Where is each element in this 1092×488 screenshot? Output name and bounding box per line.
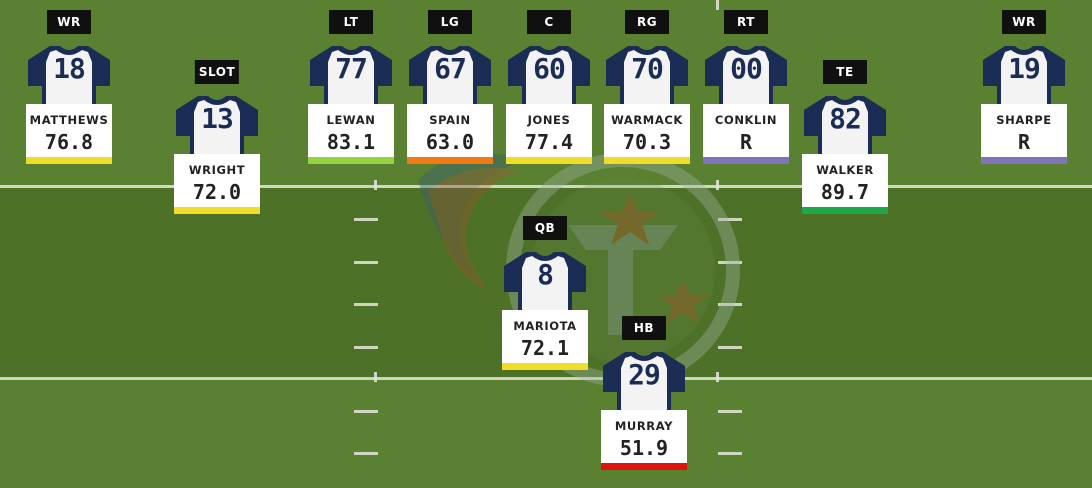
jersey-number: 29	[628, 358, 661, 391]
hash-mark	[354, 346, 378, 349]
player-name: MATTHEWS	[29, 113, 109, 127]
player-grade: 89.7	[820, 180, 870, 204]
jersey-icon: 00	[703, 42, 789, 104]
grade-bar	[26, 157, 112, 164]
player-grade: 63.0	[425, 130, 475, 154]
player-name: WALKER	[816, 163, 874, 177]
position-label: HB	[622, 316, 666, 340]
hash-mark	[718, 452, 742, 455]
hash-mark	[354, 410, 378, 413]
player-name: WRIGHT	[188, 163, 246, 177]
jersey-icon: 29	[601, 348, 687, 410]
jersey-number: 67	[434, 52, 467, 85]
grade-bar	[502, 363, 588, 370]
hash-mark	[718, 346, 742, 349]
player-card: JONES 77.4	[506, 104, 592, 164]
hash-mark	[354, 303, 378, 306]
hash-mark	[718, 410, 742, 413]
player-grade: 77.4	[524, 130, 574, 154]
player-card: WARMACK 70.3	[604, 104, 690, 164]
player-grade: R	[1017, 130, 1031, 154]
position-label: C	[527, 10, 571, 34]
player-grade: 70.3	[622, 130, 672, 154]
yard-line	[0, 185, 1092, 188]
player-name: MARIOTA	[513, 319, 577, 333]
player-card: WRIGHT 72.0	[174, 154, 260, 214]
jersey-icon: 13	[174, 92, 260, 154]
hash-mark	[354, 261, 378, 264]
grade-bar	[802, 207, 888, 214]
hash-mark	[718, 261, 742, 264]
player-card: SHARPE R	[981, 104, 1067, 164]
hash-mark	[354, 218, 378, 221]
hash-mark	[374, 180, 377, 190]
player-name: SPAIN	[429, 113, 471, 127]
position-label: RT	[724, 10, 768, 34]
grade-bar	[308, 157, 394, 164]
jersey-icon: 60	[506, 42, 592, 104]
player-card: LEWAN 83.1	[308, 104, 394, 164]
player-card: SPAIN 63.0	[407, 104, 493, 164]
grade-bar	[174, 207, 260, 214]
position-label: WR	[47, 10, 91, 34]
grade-bar	[601, 463, 687, 470]
jersey-number: 00	[730, 52, 763, 85]
jersey-icon: 77	[308, 42, 394, 104]
hash-mark	[716, 0, 719, 10]
jersey-number: 19	[1008, 52, 1041, 85]
player-grade: 72.1	[520, 336, 570, 360]
jersey-number: 13	[201, 102, 234, 135]
position-label: SLOT	[194, 60, 240, 84]
grade-bar	[604, 157, 690, 164]
jersey-icon: 67	[407, 42, 493, 104]
hash-mark	[716, 180, 719, 190]
player-name: WARMACK	[611, 113, 683, 127]
player-name: LEWAN	[326, 113, 376, 127]
player-card: MARIOTA 72.1	[502, 310, 588, 370]
hash-mark	[374, 372, 377, 382]
hash-mark	[718, 218, 742, 221]
player-grade: 72.0	[192, 180, 242, 204]
jersey-number: 18	[53, 52, 86, 85]
player-card: MATTHEWS 76.8	[26, 104, 112, 164]
position-label: WR	[1002, 10, 1046, 34]
player-card: WALKER 89.7	[802, 154, 888, 214]
jersey-number: 77	[335, 52, 368, 85]
hash-mark	[718, 303, 742, 306]
position-label: TE	[823, 60, 867, 84]
player-grade: R	[739, 130, 753, 154]
player-grade: 76.8	[44, 130, 94, 154]
field-stripe	[0, 379, 1092, 488]
grade-bar	[506, 157, 592, 164]
player-name: CONKLIN	[714, 113, 778, 127]
hash-mark	[354, 452, 378, 455]
jersey-number: 82	[829, 102, 862, 135]
jersey-number: 60	[533, 52, 566, 85]
jersey-icon: 70	[604, 42, 690, 104]
jersey-icon: 8	[502, 248, 588, 310]
jersey-icon: 18	[26, 42, 112, 104]
player-grade: 83.1	[326, 130, 376, 154]
position-label: QB	[523, 216, 567, 240]
jersey-number: 8	[537, 258, 554, 291]
position-label: RG	[625, 10, 669, 34]
player-card: MURRAY 51.9	[601, 410, 687, 470]
hash-mark	[716, 372, 719, 382]
jersey-icon: 82	[802, 92, 888, 154]
jersey-number: 70	[631, 52, 664, 85]
grade-bar	[407, 157, 493, 164]
grade-bar	[703, 157, 789, 164]
player-name: SHARPE	[996, 113, 1052, 127]
jersey-icon: 19	[981, 42, 1067, 104]
player-name: MURRAY	[614, 419, 674, 433]
player-grade: 51.9	[619, 436, 669, 460]
position-label: LT	[329, 10, 373, 34]
position-label: LG	[428, 10, 472, 34]
yard-line	[0, 377, 1092, 380]
player-card: CONKLIN R	[703, 104, 789, 164]
player-name: JONES	[527, 113, 571, 127]
grade-bar	[981, 157, 1067, 164]
